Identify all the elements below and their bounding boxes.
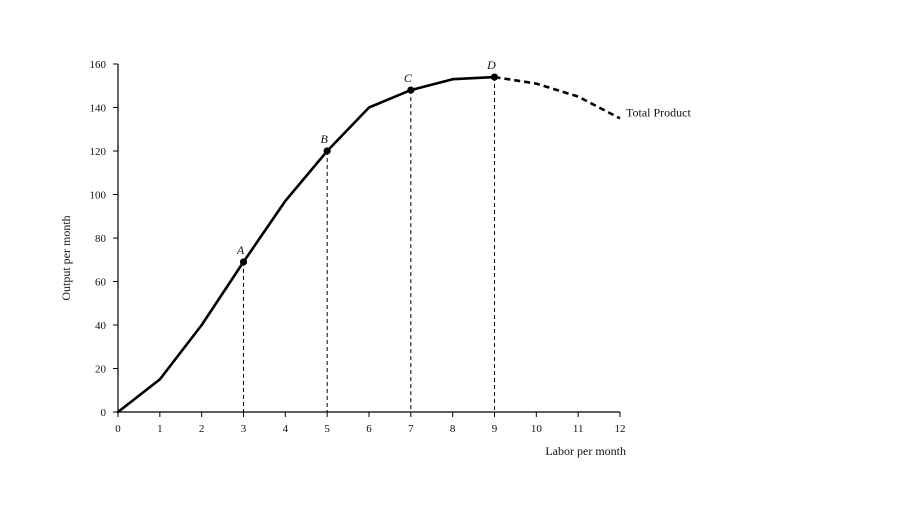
point-label-c: C — [404, 71, 413, 85]
y-tick-label: 100 — [90, 190, 107, 202]
x-tick-label: 8 — [450, 423, 456, 435]
y-tick-label: 160 — [90, 59, 107, 71]
series-label-total-product: Total Product — [626, 105, 691, 119]
text-labels: Labor per month Output per month A B C D Total… — [59, 58, 691, 458]
x-tick-label: 5 — [324, 423, 330, 435]
point-d — [490, 73, 499, 81]
y-axis-label: Output per month — [59, 215, 73, 300]
x-tick-label: 11 — [573, 423, 584, 435]
point-label-d: D — [486, 58, 496, 72]
series-lines — [116, 75, 621, 414]
point-label-a: A — [236, 243, 245, 257]
y-tick-label: 60 — [95, 277, 107, 289]
total-product-line-solid — [116, 75, 496, 414]
x-tick-label: 12 — [615, 423, 626, 435]
y-tick-label: 40 — [95, 320, 107, 332]
x-tick-label: 2 — [199, 423, 205, 435]
x-tick-label: 10 — [531, 423, 543, 435]
point-c — [407, 86, 415, 94]
point-label-b: B — [320, 132, 328, 146]
point-a — [239, 258, 248, 266]
x-tick-label: 7 — [408, 423, 414, 435]
y-tick-label: 0 — [101, 407, 107, 419]
x-tick-label: 3 — [241, 423, 247, 435]
point-b — [323, 147, 331, 155]
x-tick-label: 6 — [366, 423, 372, 435]
x-tick-label: 9 — [492, 423, 498, 435]
data-points — [239, 73, 499, 266]
x-tick-label: 4 — [283, 423, 289, 435]
y-tick-label: 140 — [90, 103, 107, 115]
y-tick-label: 80 — [95, 233, 107, 245]
y-tick-label: 120 — [90, 146, 107, 158]
total-product-line-dashed — [494, 75, 621, 120]
x-tick-label: 0 — [115, 423, 121, 435]
x-axis-label: Labor per month — [545, 444, 626, 458]
dashed-guides — [243, 77, 495, 412]
x-tick-label: 1 — [157, 423, 163, 435]
y-tick-label: 20 — [95, 364, 107, 376]
